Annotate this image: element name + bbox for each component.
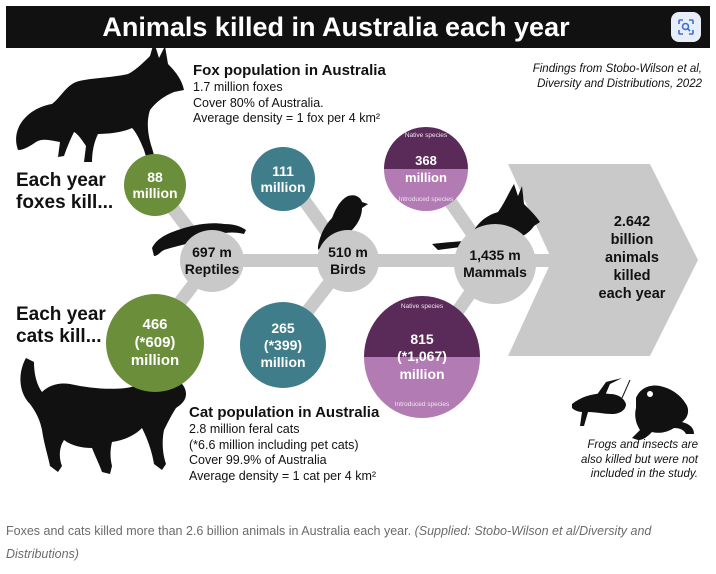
fox-info-line: Average density = 1 fox per 4 km² [193, 111, 381, 125]
title-bar [6, 6, 710, 48]
source-line: Findings from Stobo-Wilson et al, [532, 63, 702, 75]
bubble-unit: million [260, 353, 306, 370]
foxes-label-line: Each year [16, 170, 106, 191]
total-arrow [508, 164, 698, 356]
cat-reptiles-bubble: 466 (*609) million [106, 294, 204, 392]
cats-label: Each year cats kill... [16, 304, 106, 348]
grand-total: 2.642 billion animals killed each year [584, 213, 680, 303]
bubble-value: 466 [142, 316, 168, 333]
frog-silhouette [632, 385, 694, 440]
bubble-value: 368 [415, 153, 437, 168]
cat-info-heading: Cat population in Australia [189, 404, 380, 421]
cat-info-line: Cover 99.9% of Australia [189, 453, 327, 467]
total-label: Reptiles [184, 261, 240, 277]
native-tag: Native species [400, 303, 444, 310]
footnote-line: included in the study. [590, 468, 698, 480]
grasshopper-silhouette [572, 378, 631, 426]
reptiles-total: 697 m Reptiles [180, 230, 244, 292]
cat-mammals-bubble: Native species 815 (*1,067) million Intr… [364, 296, 480, 418]
cats-label-line: cats kill... [16, 326, 102, 347]
grand-total-line: each year [598, 286, 666, 302]
bubble-value: 265 [271, 319, 295, 336]
caption-credit: (Supplied: Stobo-Wilson et al/Diversity … [6, 524, 652, 561]
cat-info-line: Average density = 1 cat per 4 km² [189, 468, 377, 483]
footnote-line: also killed but were not [581, 453, 698, 466]
introduced-half [384, 169, 468, 211]
bubble-unit: million [260, 179, 306, 195]
introduced-tag: Introduced species [394, 401, 450, 408]
bubble-unit: million [132, 185, 178, 201]
fox-reptiles-bubble: 88 million [124, 154, 186, 216]
introduced-tag: Introduced species [398, 196, 454, 203]
birds-total: 510 m Birds [317, 230, 379, 292]
grand-total-unit: billion [610, 232, 654, 248]
visual-search-icon [678, 19, 694, 35]
grand-total-line: killed [613, 268, 651, 284]
visual-search-button[interactable] [671, 12, 701, 42]
bubble-value: 815 [410, 331, 434, 347]
total-value: 1,435 m [469, 247, 521, 263]
bubble-value-pets: (*1,067) [397, 348, 447, 364]
bubble-unit: million [130, 352, 180, 369]
native-half [384, 127, 468, 169]
grand-total-line: animals [605, 250, 659, 266]
fox-info-line: Cover 80% of Australia. [193, 95, 324, 110]
footnote-line: Frogs and insects are [587, 439, 698, 451]
source-citation: Findings from Stobo-Wilson et al, Divers… [533, 62, 702, 92]
image-caption: Foxes and cats killed more than 2.6 bill… [6, 520, 710, 566]
native-half [364, 296, 480, 357]
footnote: Frogs and insects are also killed but we… [560, 438, 698, 482]
total-label: Mammals [463, 264, 527, 280]
fox-silhouette [16, 42, 184, 163]
cat-birds-bubble: 265 (*399) million [240, 302, 326, 388]
fox-birds-bubble: 111 million [251, 147, 315, 211]
foxes-label: Each year foxes kill... [16, 170, 113, 214]
fox-info-line: 1.7 million foxes [193, 80, 283, 94]
fox-mammals-bubble: Native species 368 million Introduced sp… [384, 127, 468, 211]
cat-info: Cat population in Australia 2.8 million … [189, 404, 379, 484]
introduced-half [364, 357, 480, 418]
grand-total-value: 2.642 [613, 214, 651, 230]
cats-label-line: Each year [16, 304, 106, 325]
bubble-value-pets: (*609) [134, 334, 176, 351]
bubble-value: 111 [272, 163, 294, 179]
bubble-value-pets: (*399) [263, 336, 303, 353]
caption-text: Foxes and cats killed more than 2.6 bill… [6, 524, 412, 538]
cat-info-line: (*6.6 million including pet cats) [189, 437, 359, 452]
bubble-unit: million [399, 366, 445, 382]
fox-info: Fox population in Australia 1.7 million … [193, 62, 386, 127]
bubble-unit: million [405, 170, 447, 185]
cat-info-line: 2.8 million feral cats [189, 422, 300, 436]
total-value: 697 m [192, 244, 232, 260]
total-value: 510 m [328, 244, 368, 260]
page-title: Animals killed in Australia each year [102, 12, 570, 42]
mammals-total: 1,435 m Mammals [454, 224, 536, 304]
fox-info-heading: Fox population in Australia [193, 62, 386, 79]
bubble-value: 88 [147, 169, 163, 185]
total-label: Birds [330, 261, 366, 277]
native-tag: Native species [404, 132, 448, 139]
foxes-label-line: foxes kill... [16, 192, 114, 213]
source-line: Diversity and Distributions, 2022 [537, 78, 702, 90]
